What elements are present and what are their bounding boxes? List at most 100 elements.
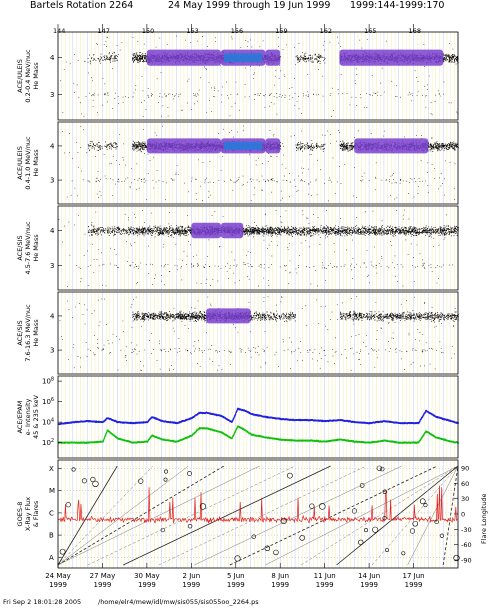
scatter-point [134, 146, 135, 148]
scatter-point [386, 40, 387, 42]
scatter-point [317, 54, 319, 56]
scatter-point [107, 94, 109, 96]
scatter-point [319, 61, 321, 62]
scatter-point [106, 56, 108, 57]
scatter-point [294, 92, 296, 94]
scatter-point [137, 141, 139, 143]
scatter-point [356, 74, 358, 75]
scatter-point [454, 61, 456, 63]
scatter-point [263, 95, 265, 96]
scatter-point [299, 60, 301, 62]
scatter-point [244, 83, 246, 85]
scatter-point [107, 92, 109, 94]
scatter-point [132, 55, 134, 57]
scatter-point [304, 59, 306, 60]
scatter-point [422, 95, 423, 96]
scatter-point [97, 147, 99, 149]
scatter-point [93, 147, 95, 149]
scatter-point [142, 57, 144, 59]
scatter-point [445, 59, 447, 61]
scatter-point [247, 41, 249, 43]
scatter-point [319, 55, 321, 57]
scatter-point [89, 143, 91, 144]
scatter-point [279, 93, 281, 95]
scatter-point [456, 57, 458, 59]
scatter-point [297, 56, 298, 58]
scatter-point [307, 57, 309, 58]
scatter-point [119, 49, 121, 51]
scatter-point [396, 85, 397, 87]
scatter-point [274, 84, 275, 86]
header-rotation: Bartels Rotation 2264 [30, 0, 134, 11]
scatter-point [250, 65, 251, 67]
scatter-point [206, 68, 207, 70]
scatter-point [333, 110, 334, 111]
scatter-point [104, 94, 105, 96]
scatter-point [299, 58, 301, 60]
scatter-point [186, 102, 188, 104]
scatter-point [423, 44, 425, 45]
scatter-point [122, 96, 124, 98]
scatter-point [380, 94, 382, 96]
scatter-point [448, 56, 450, 58]
scatter-point [63, 68, 65, 70]
scatter-point [305, 61, 307, 63]
scatter-point [114, 60, 116, 62]
scatter-point [117, 96, 119, 98]
scatter-point [311, 55, 313, 57]
scatter-point [450, 57, 452, 59]
scatter-point [133, 60, 135, 61]
scatter-point [329, 41, 331, 43]
scatter-point [381, 67, 383, 69]
scatter-point [85, 96, 87, 97]
scatter-point [434, 101, 436, 102]
scatter-point [94, 144, 96, 146]
scatter-point [449, 57, 451, 58]
scatter-point [136, 58, 137, 60]
scatter-point [281, 96, 282, 98]
scatter-point [132, 144, 134, 146]
scatter-point [448, 54, 450, 56]
scatter-uleis-high [62, 125, 459, 202]
scatter-point [60, 80, 61, 82]
scatter-point [91, 58, 92, 59]
scatter-point [354, 83, 356, 84]
scatter-point [141, 145, 143, 146]
scatter-point [128, 97, 129, 98]
scatter-point [217, 90, 219, 92]
scatter-point [145, 145, 147, 147]
scatter-point [145, 144, 146, 146]
scatter-point [231, 106, 233, 108]
scatter-point [145, 57, 147, 59]
scatter-point [444, 54, 446, 56]
density-blob [146, 49, 221, 66]
scatter-point [285, 44, 287, 46]
scatter-point [107, 145, 109, 146]
scatter-point [155, 46, 157, 48]
scatter-point [133, 143, 135, 145]
scatter-point [97, 146, 99, 148]
scatter-point [251, 46, 253, 48]
scatter-point [176, 35, 177, 37]
scatter-point [73, 83, 75, 85]
scatter-point [454, 58, 456, 60]
scatter-point [295, 64, 296, 66]
scatter-point [340, 46, 341, 47]
scatter-point [396, 96, 398, 97]
scatter-point [449, 56, 451, 57]
scatter-point [137, 149, 139, 151]
scatter-point [146, 61, 148, 63]
scatter-point [227, 97, 229, 99]
scatter-uleis-low [60, 35, 459, 117]
scatter-point [188, 78, 190, 80]
scatter-point [113, 51, 115, 53]
scatter-point [194, 103, 195, 105]
scatter-point [291, 87, 293, 88]
scatter-point [444, 57, 446, 59]
scatter-point [92, 80, 93, 82]
scatter-point [111, 56, 112, 58]
scatter-point [450, 61, 452, 63]
scatter-point [156, 78, 158, 80]
scatter-point [110, 58, 112, 59]
scatter-point [137, 147, 139, 148]
